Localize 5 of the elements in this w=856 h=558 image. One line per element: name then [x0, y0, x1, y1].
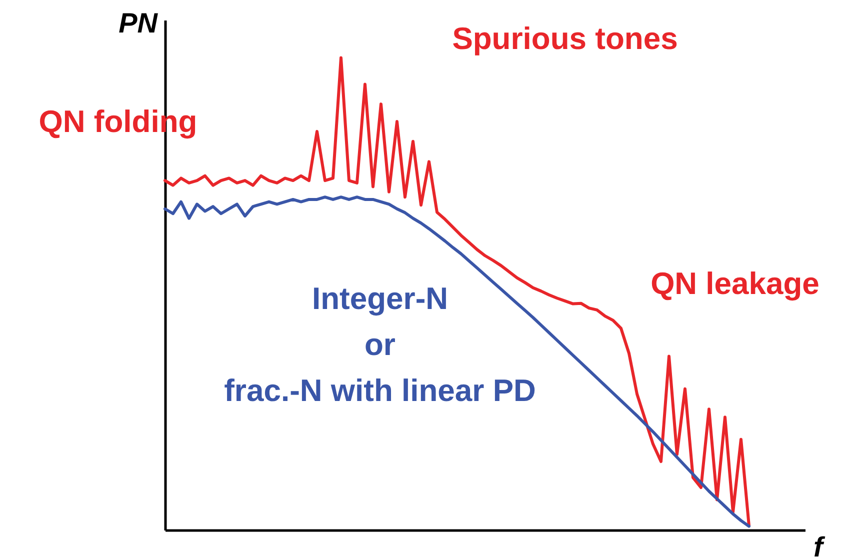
annotation: Integer-N or frac.-N with linear PD — [224, 281, 536, 408]
annotation: QN leakage — [650, 266, 820, 301]
text: Spurious tones — [452, 21, 678, 56]
x-axis-title: f — [814, 532, 826, 558]
y-axis-title: PN — [118, 8, 158, 38]
